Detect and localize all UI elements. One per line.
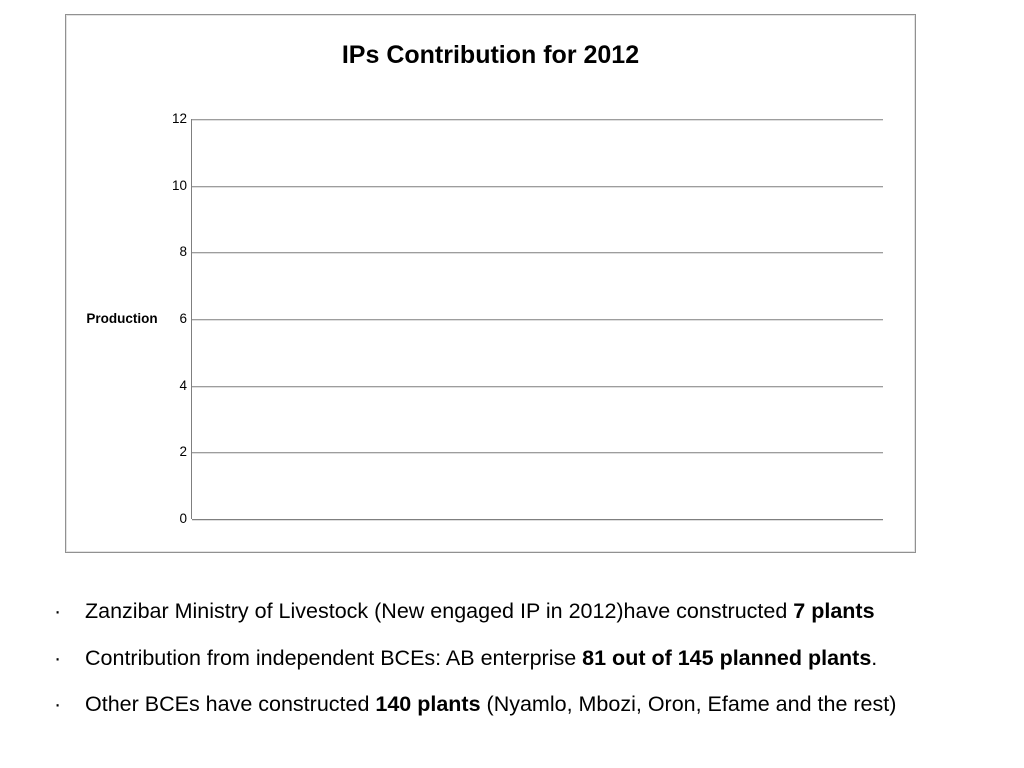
y-axis-title: Production [86, 311, 158, 326]
gridline-4: 4 [179, 378, 883, 393]
y-tick-label: 6 [179, 311, 187, 326]
gridline-2: 2 [179, 444, 883, 459]
chart-frame: IPs Contribution for 2012 Production 12 … [65, 14, 916, 553]
bullet-marker: · [54, 645, 62, 670]
bullet-item: · Zanzibar Ministry of Livestock (New eng… [0, 588, 1024, 635]
gridline-8: 8 [179, 244, 883, 259]
y-tick-label: 12 [171, 111, 187, 126]
y-tick-label: 8 [179, 244, 187, 260]
gridline-10: 10 [172, 178, 883, 193]
bullet-list: · Zanzibar Ministry of Livestock (New eng… [0, 588, 1024, 728]
x-axis-line: 0 [179, 511, 883, 526]
chart-title: IPs Contribution for 2012 [341, 41, 640, 69]
gridline-6: 6 [179, 311, 883, 326]
y-tick-label: 0 [179, 511, 187, 526]
bullet-marker: · [54, 599, 62, 623]
y-tick-label: 2 [179, 444, 187, 460]
bullet-item: · Contribution from independent BCEs: AB … [0, 635, 1024, 682]
y-tick-label: 10 [171, 177, 187, 193]
bullet-item: · Other BCEs have constructed 140 plants … [0, 681, 1024, 728]
y-tick-label: 4 [179, 377, 187, 393]
bullet-text: Contribution from independent BCEs: AB e… [85, 645, 878, 670]
bullet-text: Zanzibar Ministry of Livestock (New enga… [85, 599, 875, 623]
gridline-12: 12 [172, 111, 883, 126]
bullet-marker: · [54, 692, 62, 716]
plot-area: 12 10 8 6 4 2 0 [172, 111, 883, 526]
bullet-text: Other BCEs have constructed 140 plants (… [85, 692, 897, 716]
